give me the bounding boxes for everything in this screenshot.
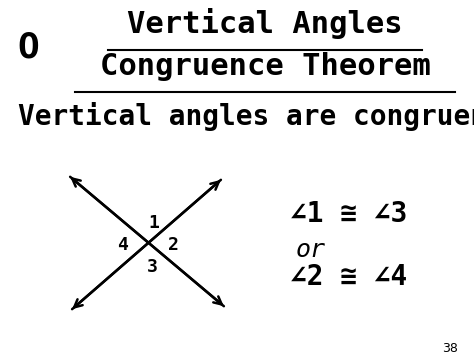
Text: ∠1 ≅ ∠3: ∠1 ≅ ∠3 [290,200,407,228]
Text: or: or [296,238,326,262]
Text: O: O [17,30,39,64]
Text: Vertical Angles: Vertical Angles [127,8,403,39]
Text: 1: 1 [148,214,159,232]
Text: Congruence Theorem: Congruence Theorem [100,52,430,81]
Text: 38: 38 [442,342,458,355]
Text: 2: 2 [168,236,178,254]
Text: 4: 4 [118,236,128,254]
Text: ∠2 ≅ ∠4: ∠2 ≅ ∠4 [290,263,407,291]
Text: Vertical angles are congruent.: Vertical angles are congruent. [18,102,474,131]
Text: 3: 3 [146,258,157,276]
